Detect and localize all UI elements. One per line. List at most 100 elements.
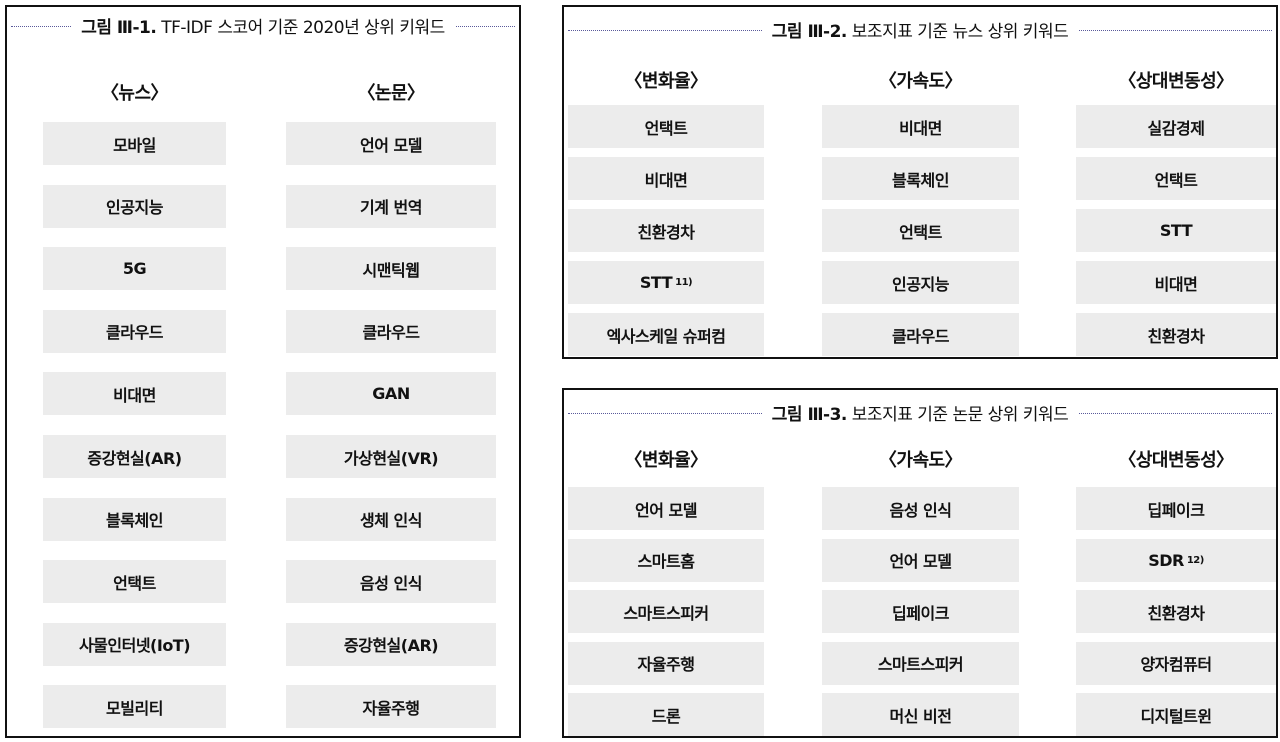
keyword-text: 친환경차	[1147, 326, 1205, 346]
keyword-text: 비대면	[113, 385, 156, 405]
keyword-text: 시맨틱웹	[362, 260, 420, 280]
keyword-text: 언어 모델	[889, 552, 952, 571]
keyword-text: 클라우드	[362, 323, 420, 343]
keyword-text: 블록체인	[106, 511, 163, 531]
keyword-box: 자율주행	[286, 685, 496, 729]
keyword-box: 모빌리티	[43, 685, 226, 729]
column-header: 〈논문〉	[357, 83, 425, 104]
keyword-text: GAN	[372, 384, 410, 404]
keyword-box: 딥페이크	[1076, 487, 1276, 530]
keyword-box: 블록체인	[43, 497, 226, 541]
keyword-text: 딥페이크	[892, 603, 949, 623]
keyword-text: 딥페이크	[1147, 500, 1205, 520]
keyword-text: 양자컴퓨터	[1140, 655, 1212, 674]
keyword-text: 머신 비전	[889, 706, 952, 726]
keyword-box: 기계 번역	[286, 184, 496, 228]
keyword-box: 인공지능	[822, 261, 1019, 304]
keyword-text: 드론	[651, 706, 681, 726]
keyword-box: 딥페이크	[822, 590, 1019, 633]
keyword-box: 디지털트윈	[1076, 693, 1276, 736]
keyword-text: 친환경차	[637, 222, 695, 242]
figure-title: 그림 Ⅲ-3. 보조지표 기준 논문 상위 키워드	[564, 400, 1276, 425]
keyword-box: 음성 인식	[822, 487, 1019, 530]
keyword-box: 시맨틱웹	[286, 247, 496, 291]
title-text: 그림 Ⅲ-2. 보조지표 기준 뉴스 상위 키워드	[761, 22, 1079, 42]
keyword-text: 기계 번역	[360, 198, 422, 218]
column-header: 〈상대변동성〉	[1118, 71, 1234, 92]
keyword-text: 언택트	[1154, 170, 1198, 190]
keyword-box: 가상현실(VR)	[286, 435, 496, 478]
footnote-ref: 11)	[675, 277, 693, 288]
column-header: 〈변화율〉	[624, 450, 708, 471]
figure-caption: TF-IDF 스코어 기준 2020년 상위 키워드	[161, 18, 445, 38]
keyword-text: 비대면	[899, 118, 942, 138]
keyword-box: 친환경차	[1076, 590, 1276, 633]
keyword-box: 음성 인식	[286, 560, 496, 604]
keyword-box: 비대면	[43, 372, 226, 416]
keyword-box: 양자컴퓨터	[1076, 641, 1276, 685]
keyword-box: 블록체인	[822, 157, 1019, 200]
title-text: 그림 Ⅲ-3. 보조지표 기준 논문 상위 키워드	[761, 405, 1079, 425]
column-header: 〈뉴스〉	[100, 83, 169, 104]
figure-3-2-panel: 그림 Ⅲ-2. 보조지표 기준 뉴스 상위 키워드 〈변화율〉 언택트 비대면 친환경차…	[562, 5, 1278, 359]
keyword-text: 실감경제	[1147, 118, 1205, 138]
keyword-text: STT	[639, 273, 673, 292]
keyword-box: 모바일	[43, 122, 226, 165]
keyword-text: 스마트스피커	[623, 603, 709, 623]
keyword-text: 언어 모델	[360, 135, 422, 155]
keyword-text: 친환경차	[1147, 603, 1205, 623]
keyword-text: 언택트	[644, 118, 688, 138]
figure-label: 그림 Ⅲ-1.	[81, 18, 157, 38]
keyword-box: SDR 12)	[1076, 538, 1276, 582]
keyword-text: 언어 모델	[635, 500, 697, 520]
keyword-text: 인공지능	[106, 198, 163, 218]
column-header: 〈가속도〉	[878, 450, 963, 471]
keyword-text: 비대면	[644, 170, 688, 190]
keyword-box: 클라우드	[43, 309, 226, 353]
keyword-text: 인공지능	[892, 274, 949, 294]
keyword-text: 디지털트윈	[1140, 706, 1212, 726]
keyword-text: 스마트홈	[637, 552, 695, 571]
keyword-box: 자율주행	[568, 641, 764, 685]
keyword-box: 사물인터넷(IoT)	[43, 622, 226, 666]
keyword-box: 스마트홈	[568, 538, 764, 582]
keyword-box: 클라우드	[822, 313, 1019, 356]
keyword-text: 증강현실(AR)	[87, 448, 182, 468]
keyword-box: GAN	[286, 372, 496, 416]
keyword-text: 모바일	[113, 135, 156, 155]
keyword-box: STT	[1076, 209, 1276, 252]
keyword-box: 친환경차	[568, 209, 764, 252]
keyword-box: 스마트스피커	[568, 590, 764, 633]
keyword-box: 생체 인식	[286, 497, 496, 541]
keyword-text: 모빌리티	[106, 698, 163, 718]
column-header: 〈상대변동성〉	[1118, 450, 1234, 471]
keyword-box: 비대면	[568, 157, 764, 200]
keyword-box: 스마트스피커	[822, 641, 1019, 685]
figure-caption: 보조지표 기준 논문 상위 키워드	[851, 405, 1069, 425]
keyword-box: 클라우드	[286, 309, 496, 353]
keyword-text: 증강현실(AR)	[343, 636, 439, 656]
keyword-box: STT 11)	[568, 261, 764, 304]
keyword-text: 자율주행	[637, 655, 695, 674]
figure-label: 그림 Ⅲ-3.	[771, 405, 848, 425]
figure-3-1-panel: 그림 Ⅲ-1. TF-IDF 스코어 기준 2020년 상위 키워드 〈뉴스〉 모바…	[5, 5, 521, 738]
keyword-box: 실감경제	[1076, 105, 1276, 148]
keyword-text: 클라우드	[106, 323, 163, 343]
keyword-box: 인공지능	[43, 184, 226, 228]
keyword-text: 음성 인식	[360, 573, 422, 593]
keyword-text: 사물인터넷(IoT)	[78, 636, 191, 656]
keyword-box: 언택트	[1076, 157, 1276, 200]
footnote-ref: 12)	[1186, 554, 1205, 566]
keyword-text: SDR	[1148, 550, 1184, 570]
title-text: 그림 Ⅲ-1. TF-IDF 스코어 기준 2020년 상위 키워드	[71, 18, 455, 38]
keyword-box: 증강현실(AR)	[43, 435, 226, 478]
column-header: 〈가속도〉	[878, 71, 963, 92]
keyword-box: 언어 모델	[568, 487, 764, 530]
keyword-box: 언택트	[822, 209, 1019, 252]
figure-title: 그림 Ⅲ-2. 보조지표 기준 뉴스 상위 키워드	[564, 17, 1276, 42]
keyword-box: 머신 비전	[822, 693, 1019, 736]
keyword-text: 클라우드	[892, 326, 949, 346]
keyword-text: 언택트	[899, 222, 942, 242]
keyword-text: 5G	[122, 259, 147, 279]
keyword-box: 증강현실(AR)	[286, 622, 496, 666]
